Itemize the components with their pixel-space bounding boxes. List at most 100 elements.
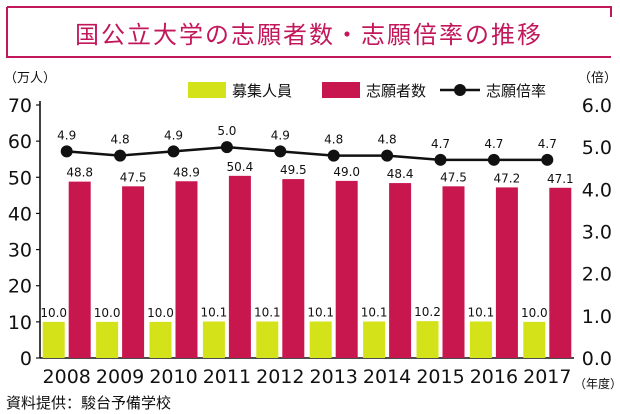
ratio-point bbox=[434, 153, 447, 166]
right-tick-label: 4.0 bbox=[582, 179, 612, 201]
data-label-applicants: 48.8 bbox=[66, 166, 93, 180]
bar-applicants bbox=[495, 187, 518, 358]
ratio-point bbox=[381, 149, 394, 162]
x-tick-label: 2011 bbox=[203, 366, 251, 388]
x-tick-label: 2009 bbox=[96, 366, 144, 388]
data-label-applicants: 47.5 bbox=[440, 170, 467, 184]
ratio-point bbox=[167, 145, 180, 158]
legend-applicants-label: 志願者数 bbox=[366, 82, 426, 100]
ratio-label: 4.8 bbox=[324, 133, 343, 147]
data-label-recruitment: 10.0 bbox=[521, 306, 548, 320]
x-tick-label: 2015 bbox=[416, 366, 464, 388]
x-unit-label: （年度） bbox=[574, 376, 620, 391]
ratio-point bbox=[327, 149, 340, 162]
ratio-point bbox=[274, 145, 287, 158]
bar-applicants bbox=[442, 186, 465, 358]
right-tick-label: 6.0 bbox=[582, 95, 612, 117]
bar-applicants bbox=[549, 187, 572, 358]
ratio-line bbox=[66, 145, 548, 162]
legend-ratio-label: 志願倍率 bbox=[486, 82, 546, 100]
ratio-point bbox=[220, 141, 233, 154]
bar-applicants bbox=[335, 180, 358, 358]
bar-recruitment bbox=[256, 321, 279, 358]
left-tick-label: 70 bbox=[8, 95, 32, 117]
data-label-applicants: 49.5 bbox=[280, 163, 307, 177]
ratio-label: 4.7 bbox=[431, 137, 450, 151]
right-tick-label: 2.0 bbox=[582, 264, 612, 286]
x-tick-label: 2014 bbox=[363, 366, 411, 388]
left-tick-label: 10 bbox=[8, 312, 32, 334]
data-label-recruitment: 10.0 bbox=[94, 306, 121, 320]
x-tick-label: 2017 bbox=[523, 366, 571, 388]
chart-title: 国公立大学の志願者数・志願倍率の推移 bbox=[75, 20, 543, 49]
ratio-point bbox=[60, 145, 73, 158]
left-tick-label: 30 bbox=[8, 240, 32, 262]
bar-applicants bbox=[175, 181, 198, 358]
bar-applicants bbox=[282, 179, 305, 358]
bar-applicants bbox=[389, 183, 412, 358]
bar-recruitment bbox=[202, 321, 225, 358]
ratio-label: 4.8 bbox=[378, 133, 397, 147]
left-tick-label: 20 bbox=[8, 276, 32, 298]
ratio-label: 5.0 bbox=[217, 124, 236, 138]
ratio-label: 4.9 bbox=[57, 128, 76, 142]
x-tick-label: 2012 bbox=[256, 366, 304, 388]
ratio-point bbox=[487, 153, 500, 166]
data-label-applicants: 47.2 bbox=[494, 171, 521, 185]
data-label-recruitment: 10.0 bbox=[147, 306, 174, 320]
title-frame bbox=[6, 6, 612, 58]
ratio-point bbox=[114, 149, 127, 162]
data-label-recruitment: 10.1 bbox=[361, 305, 388, 319]
data-label-recruitment: 10.1 bbox=[307, 305, 334, 319]
title-box: 国公立大学の志願者数・志願倍率の推移 bbox=[6, 6, 612, 58]
left-tick-label: 50 bbox=[8, 167, 32, 189]
bar-recruitment bbox=[416, 321, 439, 358]
bar-applicants bbox=[122, 186, 145, 358]
ratio-point bbox=[541, 153, 554, 166]
ratio-label: 4.9 bbox=[271, 128, 290, 142]
left-tick-label: 0 bbox=[20, 348, 32, 370]
right-tick-label: 0.0 bbox=[582, 348, 612, 370]
bar-recruitment bbox=[363, 321, 386, 358]
data-label-recruitment: 10.1 bbox=[468, 305, 495, 319]
bar-applicants bbox=[228, 175, 251, 358]
right-unit-label: （倍） bbox=[578, 71, 617, 86]
left-unit-label: （万人） bbox=[4, 71, 56, 86]
legend-applicants-swatch bbox=[322, 82, 360, 98]
data-label-applicants: 49.0 bbox=[333, 165, 360, 179]
ratio-label: 4.9 bbox=[164, 128, 183, 142]
left-tick-label: 60 bbox=[8, 131, 32, 153]
left-tick-label: 40 bbox=[8, 203, 32, 225]
source-note: 資料提供：駿台予備学校 bbox=[6, 394, 172, 412]
bar-recruitment bbox=[523, 321, 546, 358]
x-tick-label: 2016 bbox=[470, 366, 518, 388]
data-label-recruitment: 10.1 bbox=[201, 305, 228, 319]
bar-applicants bbox=[68, 181, 91, 358]
data-label-recruitment: 10.0 bbox=[40, 306, 67, 320]
data-label-recruitment: 10.1 bbox=[254, 305, 281, 319]
bar-recruitment bbox=[149, 321, 172, 358]
bar-recruitment bbox=[469, 321, 492, 358]
bar-recruitment bbox=[42, 321, 65, 358]
bar-recruitment bbox=[309, 321, 332, 358]
ratio-label: 4.8 bbox=[111, 133, 130, 147]
x-tick-label: 2013 bbox=[310, 366, 358, 388]
data-label-applicants: 47.5 bbox=[120, 170, 147, 184]
legend-ratio-marker bbox=[454, 84, 466, 96]
right-tick-label: 5.0 bbox=[582, 137, 612, 159]
ratio-label: 4.7 bbox=[484, 137, 503, 151]
x-tick-label: 2008 bbox=[43, 366, 91, 388]
right-tick-label: 1.0 bbox=[582, 306, 612, 328]
data-label-applicants: 48.4 bbox=[387, 167, 414, 181]
ratio-label: 4.7 bbox=[538, 137, 557, 151]
data-label-applicants: 50.4 bbox=[227, 160, 254, 174]
data-label-recruitment: 10.2 bbox=[414, 305, 441, 319]
legend-recruitment-label: 募集人員 bbox=[232, 82, 292, 100]
x-tick-label: 2010 bbox=[149, 366, 197, 388]
data-label-applicants: 48.9 bbox=[173, 165, 200, 179]
right-tick-label: 3.0 bbox=[582, 222, 612, 244]
data-label-applicants: 47.1 bbox=[547, 172, 574, 186]
legend-recruitment-swatch bbox=[188, 82, 226, 98]
bar-recruitment bbox=[96, 321, 119, 358]
